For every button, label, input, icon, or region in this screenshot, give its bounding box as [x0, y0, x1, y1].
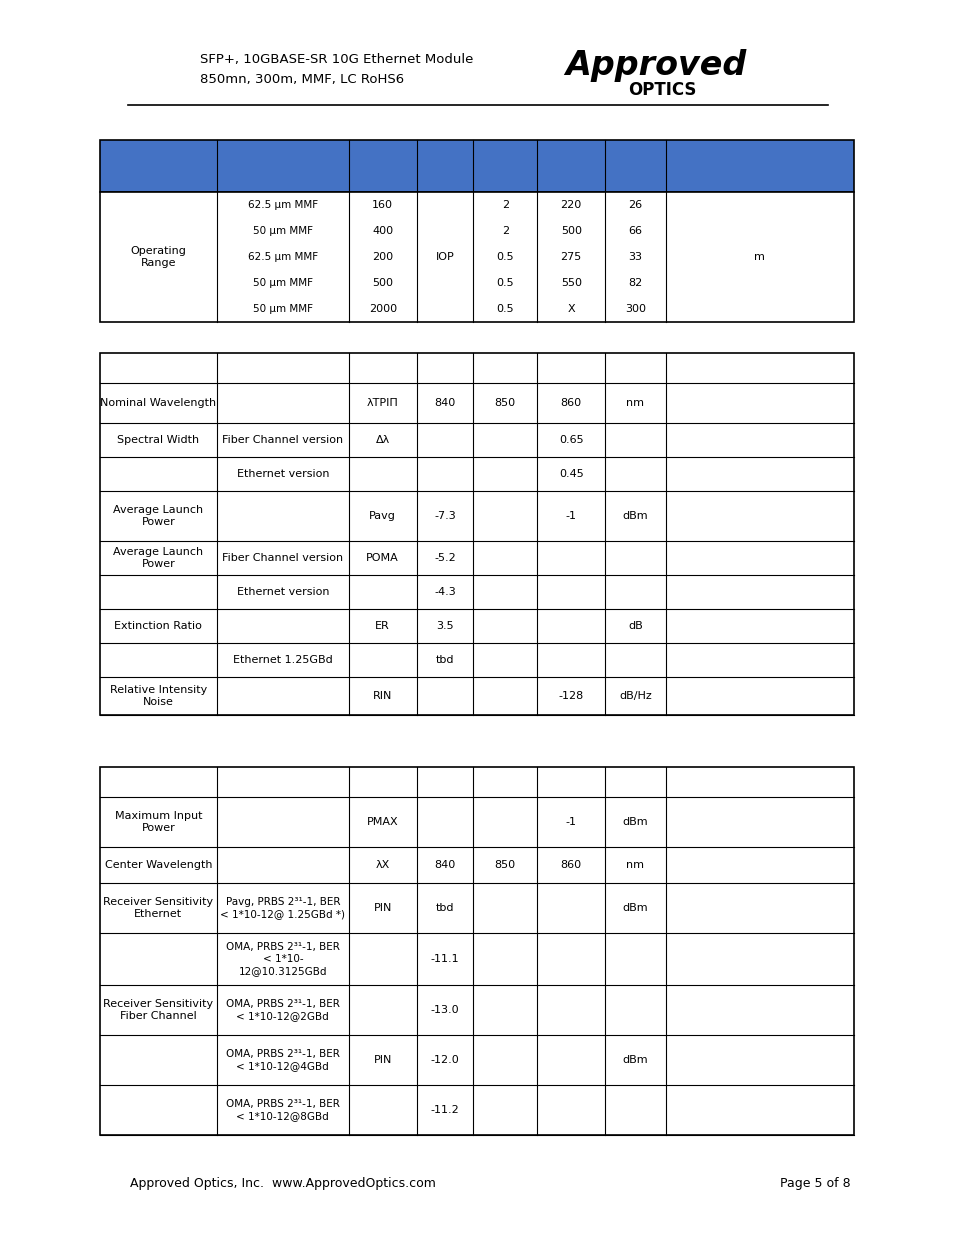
Text: dB: dB [627, 621, 642, 631]
Text: Center Wavelength: Center Wavelength [105, 860, 212, 869]
Text: -11.1: -11.1 [430, 953, 458, 965]
Text: 850mn, 300m, MMF, LC RoHS6: 850mn, 300m, MMF, LC RoHS6 [200, 74, 404, 86]
Text: 50 μm MMF: 50 μm MMF [253, 278, 313, 288]
Text: OMA, PRBS 2³¹-1, BER
< 1*10-12@4GBd: OMA, PRBS 2³¹-1, BER < 1*10-12@4GBd [226, 1050, 339, 1071]
Text: 3.5: 3.5 [436, 621, 454, 631]
Text: -12.0: -12.0 [430, 1055, 458, 1065]
Text: tbd: tbd [436, 903, 454, 913]
Text: 160: 160 [372, 200, 393, 210]
Text: PIN: PIN [374, 903, 392, 913]
Text: -128: -128 [558, 692, 583, 701]
Text: Ethernet version: Ethernet version [236, 587, 329, 597]
Text: OPTICS: OPTICS [627, 82, 696, 99]
Text: 2000: 2000 [368, 304, 396, 314]
Text: POMA: POMA [366, 553, 398, 563]
Text: 500: 500 [372, 278, 393, 288]
Text: tbd: tbd [436, 655, 454, 664]
Text: 0.65: 0.65 [558, 435, 583, 445]
Text: 300: 300 [624, 304, 645, 314]
Text: Fiber Channel version: Fiber Channel version [222, 553, 343, 563]
Text: 0.5: 0.5 [496, 252, 514, 262]
Text: 200: 200 [372, 252, 393, 262]
Text: -13.0: -13.0 [430, 1005, 458, 1015]
Text: Approved: Approved [564, 48, 745, 82]
Text: 82: 82 [628, 278, 641, 288]
Text: 860: 860 [560, 398, 581, 408]
Bar [100, 353, 853, 715]
Text: Receiver Sensitivity
Ethernet: Receiver Sensitivity Ethernet [103, 897, 213, 919]
Text: 860: 860 [560, 860, 581, 869]
Text: dBm: dBm [622, 511, 647, 521]
Text: 0.45: 0.45 [558, 469, 583, 479]
Text: Page 5 of 8: Page 5 of 8 [780, 1177, 850, 1189]
Text: Approved Optics, Inc.  www.ApprovedOptics.com: Approved Optics, Inc. www.ApprovedOptics… [130, 1177, 436, 1189]
Text: dBm: dBm [622, 818, 647, 827]
Bar [100, 191, 853, 322]
Text: Ethernet version: Ethernet version [236, 469, 329, 479]
Text: -1: -1 [565, 511, 577, 521]
Text: Spectral Width: Spectral Width [117, 435, 199, 445]
Text: nm: nm [626, 860, 643, 869]
Text: 850: 850 [495, 398, 516, 408]
Text: -7.3: -7.3 [434, 511, 456, 521]
Bar [100, 140, 853, 191]
Text: IOP: IOP [436, 252, 454, 262]
Text: 62.5 μm MMF: 62.5 μm MMF [248, 200, 317, 210]
Text: 850: 850 [495, 860, 516, 869]
Text: Average Launch
Power: Average Launch Power [113, 505, 203, 527]
Text: 550: 550 [560, 278, 581, 288]
Text: Nominal Wavelength: Nominal Wavelength [100, 398, 216, 408]
Text: 275: 275 [560, 252, 581, 262]
Text: -1: -1 [565, 818, 577, 827]
Text: λX: λX [375, 860, 390, 869]
Text: OMA, PRBS 2³¹-1, BER
< 1*10-12@8GBd: OMA, PRBS 2³¹-1, BER < 1*10-12@8GBd [226, 1099, 339, 1121]
Text: λTPIΠ: λTPIΠ [367, 398, 398, 408]
Text: 2: 2 [501, 200, 508, 210]
Text: Average Launch
Power: Average Launch Power [113, 547, 203, 569]
Text: -4.3: -4.3 [434, 587, 456, 597]
Text: 26: 26 [628, 200, 641, 210]
Text: Pavg, PRBS 2³¹-1, BER
< 1*10-12@ 1.25GBd *): Pavg, PRBS 2³¹-1, BER < 1*10-12@ 1.25GBd… [220, 897, 345, 919]
Text: 840: 840 [434, 398, 456, 408]
Text: Extinction Ratio: Extinction Ratio [114, 621, 202, 631]
Text: 50 μm MMF: 50 μm MMF [253, 226, 313, 236]
Text: Fiber Channel version: Fiber Channel version [222, 435, 343, 445]
Text: 2: 2 [501, 226, 508, 236]
Text: Relative Intensity
Noise: Relative Intensity Noise [110, 685, 207, 706]
Text: PIN: PIN [374, 1055, 392, 1065]
Text: 0.5: 0.5 [496, 304, 514, 314]
Text: Δλ: Δλ [375, 435, 390, 445]
Text: Operating
Range: Operating Range [131, 246, 186, 268]
Text: 50 μm MMF: 50 μm MMF [253, 304, 313, 314]
Text: Ethernet 1.25GBd: Ethernet 1.25GBd [233, 655, 333, 664]
Text: OMA, PRBS 2³¹-1, BER
< 1*10-
12@10.3125GBd: OMA, PRBS 2³¹-1, BER < 1*10- 12@10.3125G… [226, 942, 339, 976]
Text: X: X [567, 304, 575, 314]
Bar [100, 767, 853, 1135]
Text: 840: 840 [434, 860, 456, 869]
Text: OMA, PRBS 2³¹-1, BER
< 1*10-12@2GBd: OMA, PRBS 2³¹-1, BER < 1*10-12@2GBd [226, 999, 339, 1021]
Text: ER: ER [375, 621, 390, 631]
Text: dBm: dBm [622, 1055, 647, 1065]
Text: 500: 500 [560, 226, 581, 236]
Text: 220: 220 [560, 200, 581, 210]
Text: RIN: RIN [373, 692, 392, 701]
Text: Maximum Input
Power: Maximum Input Power [114, 811, 202, 832]
Text: 0.5: 0.5 [496, 278, 514, 288]
Text: nm: nm [626, 398, 643, 408]
Text: SFP+, 10GBASE-SR 10G Ethernet Module: SFP+, 10GBASE-SR 10G Ethernet Module [200, 53, 473, 67]
Text: dB/Hz: dB/Hz [618, 692, 651, 701]
Text: Receiver Sensitivity
Fiber Channel: Receiver Sensitivity Fiber Channel [103, 999, 213, 1021]
Text: 400: 400 [372, 226, 393, 236]
Text: dBm: dBm [622, 903, 647, 913]
Text: PMAX: PMAX [367, 818, 398, 827]
Text: m: m [754, 252, 764, 262]
Text: 62.5 μm MMF: 62.5 μm MMF [248, 252, 317, 262]
Text: Pavg: Pavg [369, 511, 395, 521]
Text: 66: 66 [628, 226, 641, 236]
Text: -11.2: -11.2 [430, 1105, 458, 1115]
Text: -5.2: -5.2 [434, 553, 456, 563]
Text: 33: 33 [628, 252, 641, 262]
